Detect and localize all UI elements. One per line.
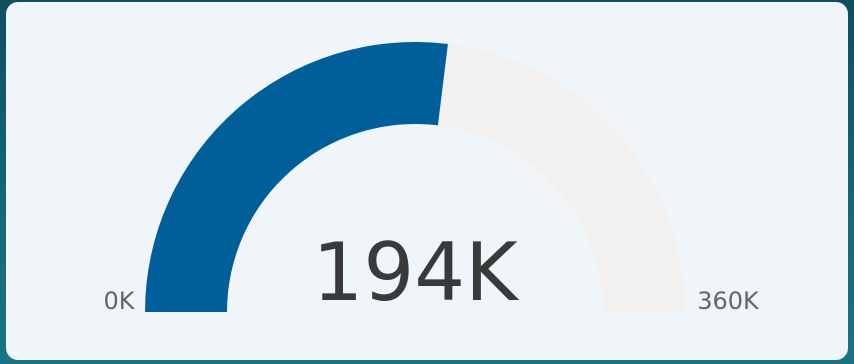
gauge-max-label: 360K <box>697 287 760 315</box>
gauge-chart: 194K 0K 360K <box>103 41 760 319</box>
gauge-value-label: 194K <box>312 226 520 319</box>
gauge-card: 194K 0K 360K <box>6 2 848 360</box>
gauge-value-arc <box>145 41 448 312</box>
gauge-min-label: 0K <box>103 287 135 315</box>
